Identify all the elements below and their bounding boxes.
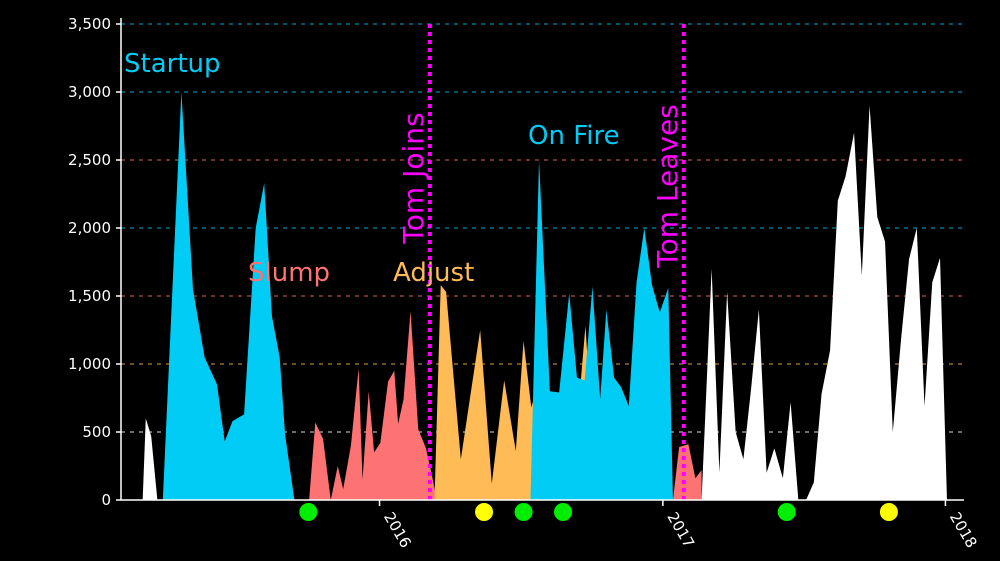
y-tick-label: 1,000 (68, 355, 111, 373)
phase-label: Adjust (393, 258, 474, 288)
y-tick-label: 2,000 (68, 219, 111, 237)
area-post (701, 105, 954, 500)
y-tick-label: 1,500 (68, 287, 111, 305)
phase-label: Startup (124, 49, 221, 79)
milestone-marker (879, 503, 898, 521)
phase-label: Slump (248, 258, 330, 288)
milestone-marker (514, 503, 533, 521)
x-tick-label: 2018 (946, 509, 981, 551)
x-tick-label: 2016 (380, 509, 415, 551)
axes: 0 500 1,000 1,500 2,000 2,500 3,000 3,500 2016 20… (68, 15, 981, 551)
milestone-markers (299, 503, 898, 521)
y-tick-label: 2,500 (68, 151, 111, 169)
annotations: Tom Joins Tom Leaves Startup Slump Adjust On … (124, 49, 684, 288)
milestone-marker (475, 503, 494, 521)
y-tick-label: 3,000 (68, 83, 111, 101)
event-label: Tom Joins (397, 112, 430, 244)
x-tick-label: 2017 (663, 509, 698, 551)
milestone-marker (777, 503, 796, 521)
series-areas (142, 92, 954, 500)
event-label: Tom Leaves (651, 104, 684, 269)
area-startup (162, 92, 295, 500)
y-tick-label: 3,500 (68, 15, 111, 33)
y-tick-label: 0 (101, 491, 111, 509)
milestone-marker (299, 503, 318, 521)
area-slump (309, 310, 464, 500)
phase-label: On Fire (528, 121, 620, 151)
area-pre (142, 418, 162, 500)
milestone-marker (554, 503, 573, 521)
area-transition (672, 444, 702, 500)
y-tick-label: 500 (82, 423, 111, 441)
area-onfire (530, 160, 673, 500)
